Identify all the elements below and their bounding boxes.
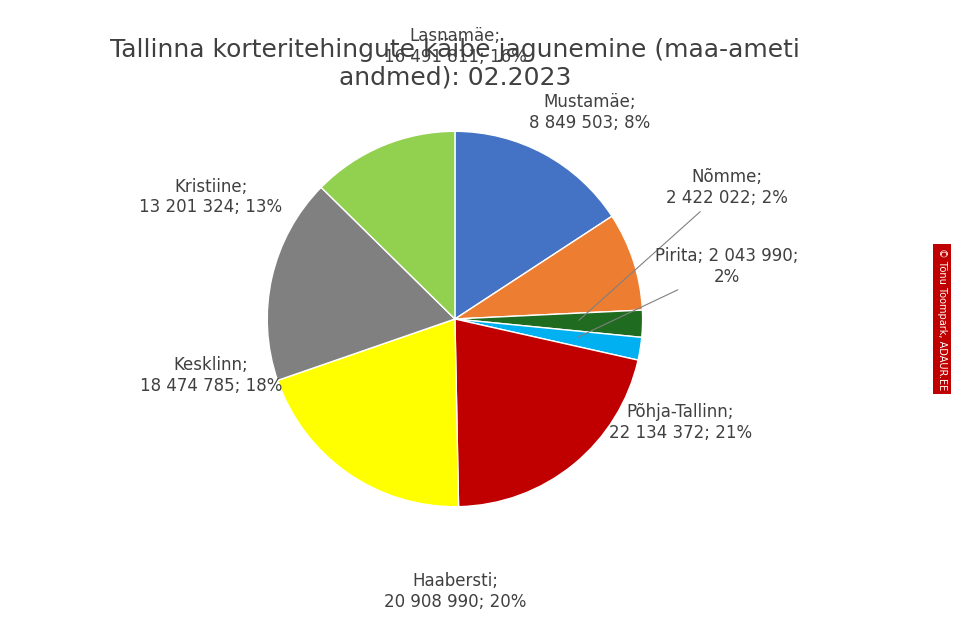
Text: Pirita; 2 043 990;
2%: Pirita; 2 043 990; 2%: [578, 247, 798, 338]
Text: Nõmme;
2 422 022; 2%: Nõmme; 2 422 022; 2%: [579, 168, 788, 320]
Wedge shape: [277, 319, 459, 507]
Text: Mustamäe;
8 849 503; 8%: Mustamäe; 8 849 503; 8%: [529, 93, 651, 132]
Text: Lasnamäe;
16 491 811; 16%: Lasnamäe; 16 491 811; 16%: [384, 27, 526, 66]
Wedge shape: [455, 319, 638, 507]
Wedge shape: [321, 131, 455, 319]
Text: Haabersti;
20 908 990; 20%: Haabersti; 20 908 990; 20%: [384, 572, 526, 611]
Wedge shape: [455, 216, 642, 319]
Text: Põhja-Tallinn;
22 134 372; 21%: Põhja-Tallinn; 22 134 372; 21%: [609, 403, 752, 441]
Text: Kristiine;
13 201 324; 13%: Kristiine; 13 201 324; 13%: [140, 177, 282, 216]
Wedge shape: [455, 131, 612, 319]
Wedge shape: [455, 310, 642, 338]
Text: Kesklinn;
18 474 785; 18%: Kesklinn; 18 474 785; 18%: [140, 356, 282, 395]
Wedge shape: [455, 319, 641, 360]
Wedge shape: [267, 188, 455, 380]
Title: Tallinna korteritehingute käibe jagunemine (maa-ameti
andmed): 02.2023: Tallinna korteritehingute käibe jagunemi…: [110, 38, 800, 90]
Text: © Tõnu Toompark, ADAUR.EE: © Tõnu Toompark, ADAUR.EE: [937, 248, 947, 390]
